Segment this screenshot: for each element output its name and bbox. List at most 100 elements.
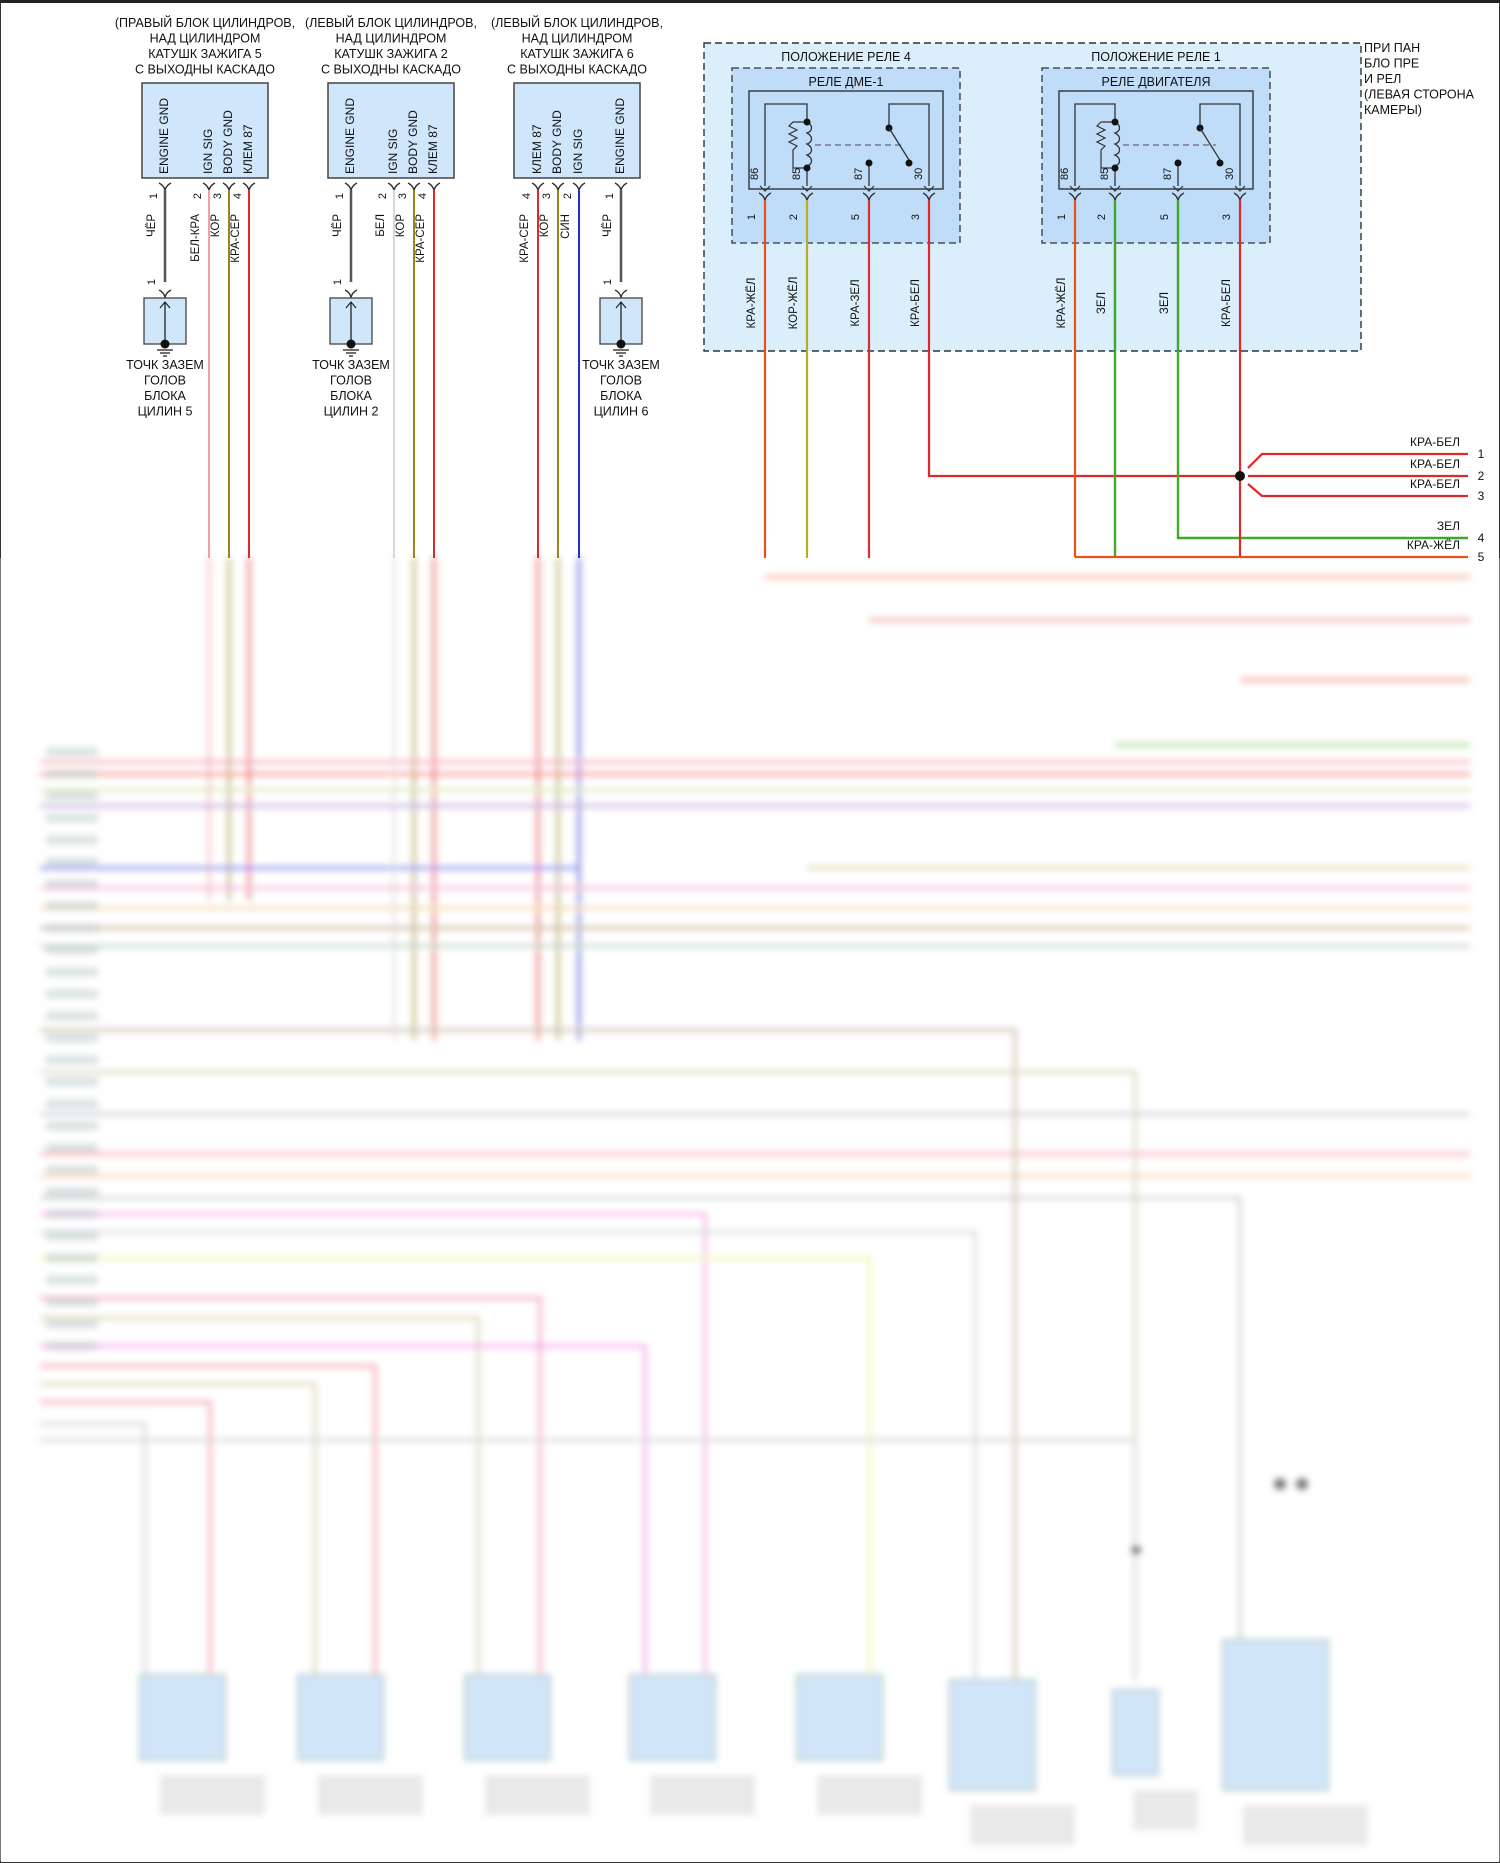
obscured-component-box [464,1674,551,1761]
arrow-icon [345,301,357,309]
wire-obscured [40,1344,647,1690]
resistor-icon [787,121,807,169]
obscured-component-box [139,1674,226,1761]
relay-position-box [731,67,961,244]
arrow-icon [923,185,935,192]
ground-point-label: ТОЧК ЗАЗЕМ [126,358,204,372]
coil-pin-name: IGN SIG [201,129,215,174]
wire-obscured [40,1422,147,1690]
relay-pin-number: 1 [746,214,758,220]
wire-color-label: КОР-ЖЁЛ [788,277,800,330]
obscured-node [1296,1478,1308,1490]
obscured-label [46,1342,98,1350]
wire-obscured [40,1212,707,1690]
wire-obscured [40,1296,542,1690]
obscured-label [46,1254,98,1262]
obscured-component-label [160,1775,265,1815]
relay-node [803,164,811,172]
wire-color-label: КРА-ЖЁЛ [746,278,758,329]
relay-panel-label: (ЛЕВАЯ СТОРОНА [1364,88,1475,102]
relay-node [865,159,873,167]
wire-obscured [40,1364,377,1690]
right-connector-pin-number: 2 [1478,469,1485,483]
arrow-icon [801,185,813,192]
coil-title-line: С ВЫХОДНЫ КАСКАДО [507,63,647,77]
coil-pin-name: IGN SIG [571,129,585,174]
ground-point-label: ГОЛОВ [330,374,372,388]
relay-position-label: ПОЛОЖЕНИЕ РЕЛЕ 4 [781,50,911,64]
right-connector-pin-number: 1 [1478,447,1485,461]
relay-panel-label: КАМЕРЫ) [1364,103,1422,117]
coil-pin-number: 2 [562,193,574,199]
splice-junction [1235,471,1245,481]
arrow-icon [159,301,171,309]
relay-pin-number: 5 [1159,214,1171,220]
coil-pin-number: 2 [192,193,204,199]
wire-obscured [40,1400,212,1690]
coil-title-line: С ВЫХОДНЫ КАСКАДО [135,63,275,77]
relay-switch-icon [1199,127,1221,161]
wire-color-label: ЧЁР [332,214,344,237]
coil-component-box [513,82,641,179]
wire-obscured [40,1196,1242,1700]
obscured-label [46,1100,98,1108]
coil-title-line: КАТУШК ЗАЖИГА 5 [148,47,262,61]
obscured-label [46,770,98,778]
relay-coil-circuit [764,103,808,186]
wire-color-label: ЧЁР [146,214,158,237]
obscured-label [46,1210,98,1218]
wire [1176,200,1468,540]
obscured-label [46,1122,98,1130]
obscured-label [46,1166,98,1174]
relay-wires [763,200,1468,559]
obscured-label [46,902,98,910]
relay-pin-number: 3 [910,214,922,220]
right-connector-pin-number: 4 [1478,531,1485,545]
coil-title-line: КАТУШК ЗАЖИГА 6 [520,47,634,61]
wire-color-label: БЕЛ [375,214,387,237]
relay-terminal-number: 30 [913,168,925,180]
relay-switch-circuit [888,103,930,186]
relay-panel-label: ПРИ ПАН [1364,41,1420,55]
coil-title-line: (ЛЕВЫЙ БЛОК ЦИЛИНДРОВ, [305,15,477,30]
coil-pin-name: BODY GND [221,110,235,174]
wire-color-label: КРА-БЕЛ [1221,279,1233,327]
relay-coil-circuit [1074,103,1116,186]
relay-body [748,90,944,190]
arrow-icon [1069,185,1081,192]
obscured-label [46,836,98,844]
ground-point-label: БЛОКА [144,389,186,403]
coil-component-box [141,82,269,179]
wire-obscured [40,1316,480,1690]
coil-pin-name: BODY GND [550,110,564,174]
relay-node [803,118,811,126]
relay-coil-icon [805,121,813,167]
coil-pin-number: 4 [232,193,244,199]
ground-dot [616,339,626,349]
right-connector-wire-label: КРА-БЕЛ [1410,477,1460,491]
relay-switch-circuit [1199,103,1241,186]
obscured-component-label [318,1775,423,1815]
ground-point-label: ЦИЛИН 6 [594,405,649,419]
wire-color-label: КОР [539,214,551,238]
right-connector-pin-number: 3 [1478,489,1485,503]
coil-title-line: НАД ЦИЛИНДРОМ [150,32,261,46]
ground-pin-number: 1 [332,279,344,285]
wire [1247,483,1468,498]
relay-terminal-number: 87 [1162,168,1174,180]
obscured-component-box [297,1674,384,1761]
obscured-component-label [1243,1805,1368,1845]
obscured-overlay [0,558,1500,1861]
obscured-component-box [1112,1689,1159,1776]
wire-obscured [40,1256,872,1690]
relay-body [1058,90,1254,190]
obscured-component-label [1133,1790,1198,1830]
obscured-node [1131,1545,1141,1555]
coil-pin-name: IGN SIG [386,129,400,174]
wire-color-label: КРА-СЕР [230,214,242,263]
wire-color-label: БЕЛ-КРА [190,214,202,262]
relay-terminal-number: 85 [1099,168,1111,180]
relay-terminal-number: 85 [791,168,803,180]
obscured-component-label [970,1805,1075,1845]
